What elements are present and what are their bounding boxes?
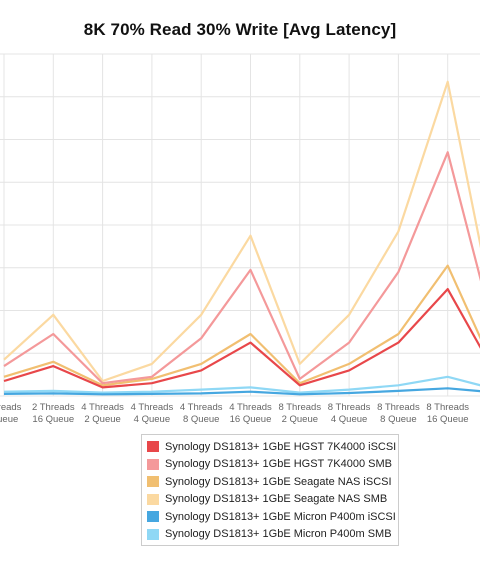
x-tick-label: Threads xyxy=(0,402,22,413)
legend-label: Synology DS1813+ 1GbE HGST 7K4000 iSCSI xyxy=(165,440,397,453)
legend-label: Synology DS1813+ 1GbE Micron P400m SMB xyxy=(165,528,392,541)
series-lines xyxy=(3,80,480,396)
x-tick-label: 4 Queue xyxy=(134,414,170,425)
legend-label: Synology DS1813+ 1GbE Seagate NAS iSCSI xyxy=(165,475,392,488)
series-line-1 xyxy=(3,288,480,389)
legend-label: Synology DS1813+ 1GbE Seagate NAS SMB xyxy=(165,493,388,506)
x-tick-label: 8 Queue xyxy=(183,414,219,425)
x-tick-label: 8 Threads xyxy=(278,402,321,413)
x-tick-label: Queue xyxy=(0,414,18,425)
x-tick-label: 8 Queue xyxy=(380,414,416,425)
series-line-6 xyxy=(3,375,480,394)
x-tick-label: 4 Threads xyxy=(229,402,272,413)
x-tick-label: 16 Queue xyxy=(230,414,272,425)
legend-swatch xyxy=(147,511,159,523)
x-tick-label: 2 Threads xyxy=(32,402,75,413)
legend-item: Synology DS1813+ 1GbE Micron P400m iSCSI xyxy=(147,508,398,526)
series-line-2 xyxy=(3,151,480,385)
legend-swatch xyxy=(147,441,159,453)
legend-item: Synology DS1813+ 1GbE HGST 7K4000 iSCSI xyxy=(147,438,398,456)
legend-label: Synology DS1813+ 1GbE HGST 7K4000 SMB xyxy=(165,458,392,471)
x-tick-label: 16 Queue xyxy=(32,414,74,425)
legend-swatch xyxy=(147,476,159,488)
legend-item: Synology DS1813+ 1GbE Seagate NAS iSCSI xyxy=(147,473,398,491)
x-tick-label: 4 Threads xyxy=(81,402,124,413)
legend-item: Synology DS1813+ 1GbE Seagate NAS SMB xyxy=(147,491,398,509)
grid-lines xyxy=(0,53,480,397)
series-line-3 xyxy=(3,264,480,387)
chart-title: 8K 70% Read 30% Write [Avg Latency] xyxy=(83,20,397,39)
legend-swatch xyxy=(147,458,159,470)
x-tick-label: 4 Threads xyxy=(131,402,174,413)
x-tick-label: 16 Queue xyxy=(427,414,469,425)
legend-item: Synology DS1813+ 1GbE HGST 7K4000 SMB xyxy=(147,456,398,474)
x-tick-label: 8 Threads xyxy=(328,402,371,413)
legend-swatch xyxy=(147,493,159,505)
series-line-5 xyxy=(3,387,480,396)
legend-label: Synology DS1813+ 1GbE Micron P400m iSCSI xyxy=(165,510,396,523)
x-tick-label: 8 Threads xyxy=(426,402,469,413)
x-tick-label: 8 Threads xyxy=(377,402,420,413)
x-tick-label: 2 Queue xyxy=(282,414,318,425)
legend-item: Synology DS1813+ 1GbE Micron P400m SMB xyxy=(147,526,398,544)
chart-legend: Synology DS1813+ 1GbE HGST 7K4000 iSCSI S… xyxy=(141,434,399,546)
series-line-4 xyxy=(3,80,480,383)
x-tick-label: 4 Queue xyxy=(331,414,367,425)
x-tick-label: 4 Threads xyxy=(180,402,223,413)
x-tick-label: 2 Queue xyxy=(84,414,120,425)
legend-swatch xyxy=(147,528,159,540)
